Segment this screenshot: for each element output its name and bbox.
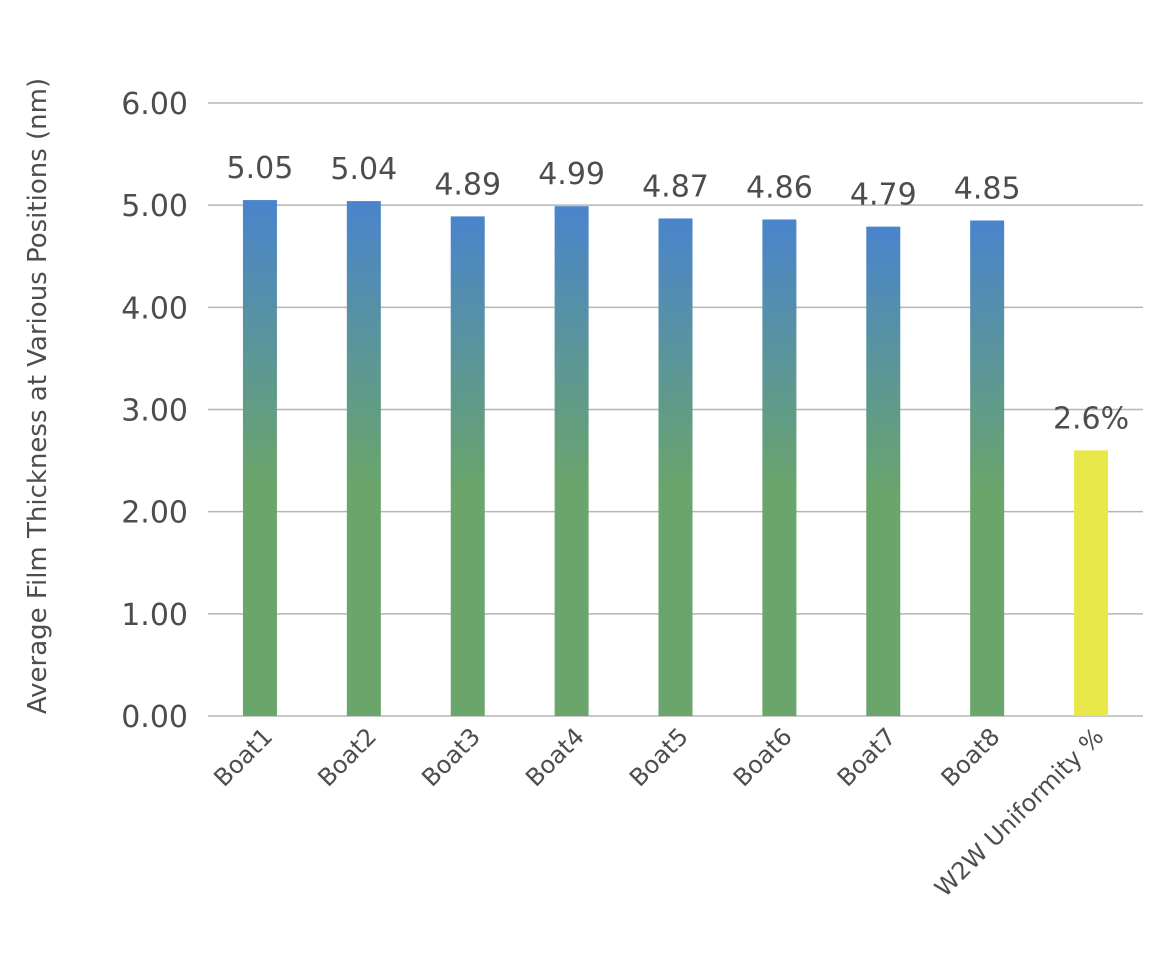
data-label: 4.85 — [954, 171, 1021, 206]
bar-boat1 — [242, 200, 277, 716]
x-category-label: Boat5 — [624, 722, 694, 792]
y-tick-label: 3.00 — [121, 394, 188, 429]
bars — [242, 200, 1109, 716]
data-label: 4.86 — [746, 170, 813, 205]
bar-boat8 — [970, 220, 1005, 716]
x-category-label: Boat8 — [936, 722, 1006, 792]
y-tick-label: 6.00 — [121, 87, 188, 122]
x-category-label: Boat6 — [728, 722, 798, 792]
y-tick-label: 4.00 — [121, 291, 188, 326]
data-label: 4.99 — [538, 157, 605, 192]
data-label: 4.79 — [850, 178, 917, 213]
bar-boat5 — [658, 218, 693, 716]
x-category-label: W2W Uniformity % — [929, 722, 1109, 902]
y-tick-label: 0.00 — [121, 700, 188, 735]
y-tick-label: 2.00 — [121, 496, 188, 531]
data-label: 5.05 — [227, 151, 294, 186]
bar-boat7 — [866, 226, 901, 716]
x-category-label: Boat3 — [416, 722, 486, 792]
data-label: 2.6% — [1053, 401, 1129, 436]
x-category-label: Boat7 — [832, 722, 902, 792]
y-axis-title: Average Film Thickness at Various Positi… — [23, 78, 53, 714]
bar-w2w-uniformity — [1074, 450, 1109, 716]
bar-boat6 — [762, 219, 797, 716]
bar-boat3 — [450, 216, 485, 716]
y-axis-tick-labels: 0.00 1.00 2.00 3.00 4.00 5.00 6.00 — [121, 87, 188, 735]
y-tick-label: 5.00 — [121, 189, 188, 224]
bar-boat2 — [346, 201, 381, 716]
y-tick-label: 1.00 — [121, 598, 188, 633]
bar-boat4 — [554, 206, 589, 716]
x-category-label: Boat2 — [312, 722, 382, 792]
data-labels: 5.05 5.04 4.89 4.99 4.87 4.86 4.79 4.85 2.6% — [227, 151, 1130, 436]
x-category-label: Boat1 — [209, 722, 279, 792]
data-label: 4.87 — [642, 169, 709, 204]
data-label: 5.04 — [330, 152, 397, 187]
data-label: 4.89 — [434, 167, 501, 202]
x-axis-category-labels: Boat1 Boat2 Boat3 Boat4 Boat5 Boat6 Boat7 Boat8… — [209, 722, 1110, 902]
x-category-label: Boat4 — [520, 722, 590, 792]
